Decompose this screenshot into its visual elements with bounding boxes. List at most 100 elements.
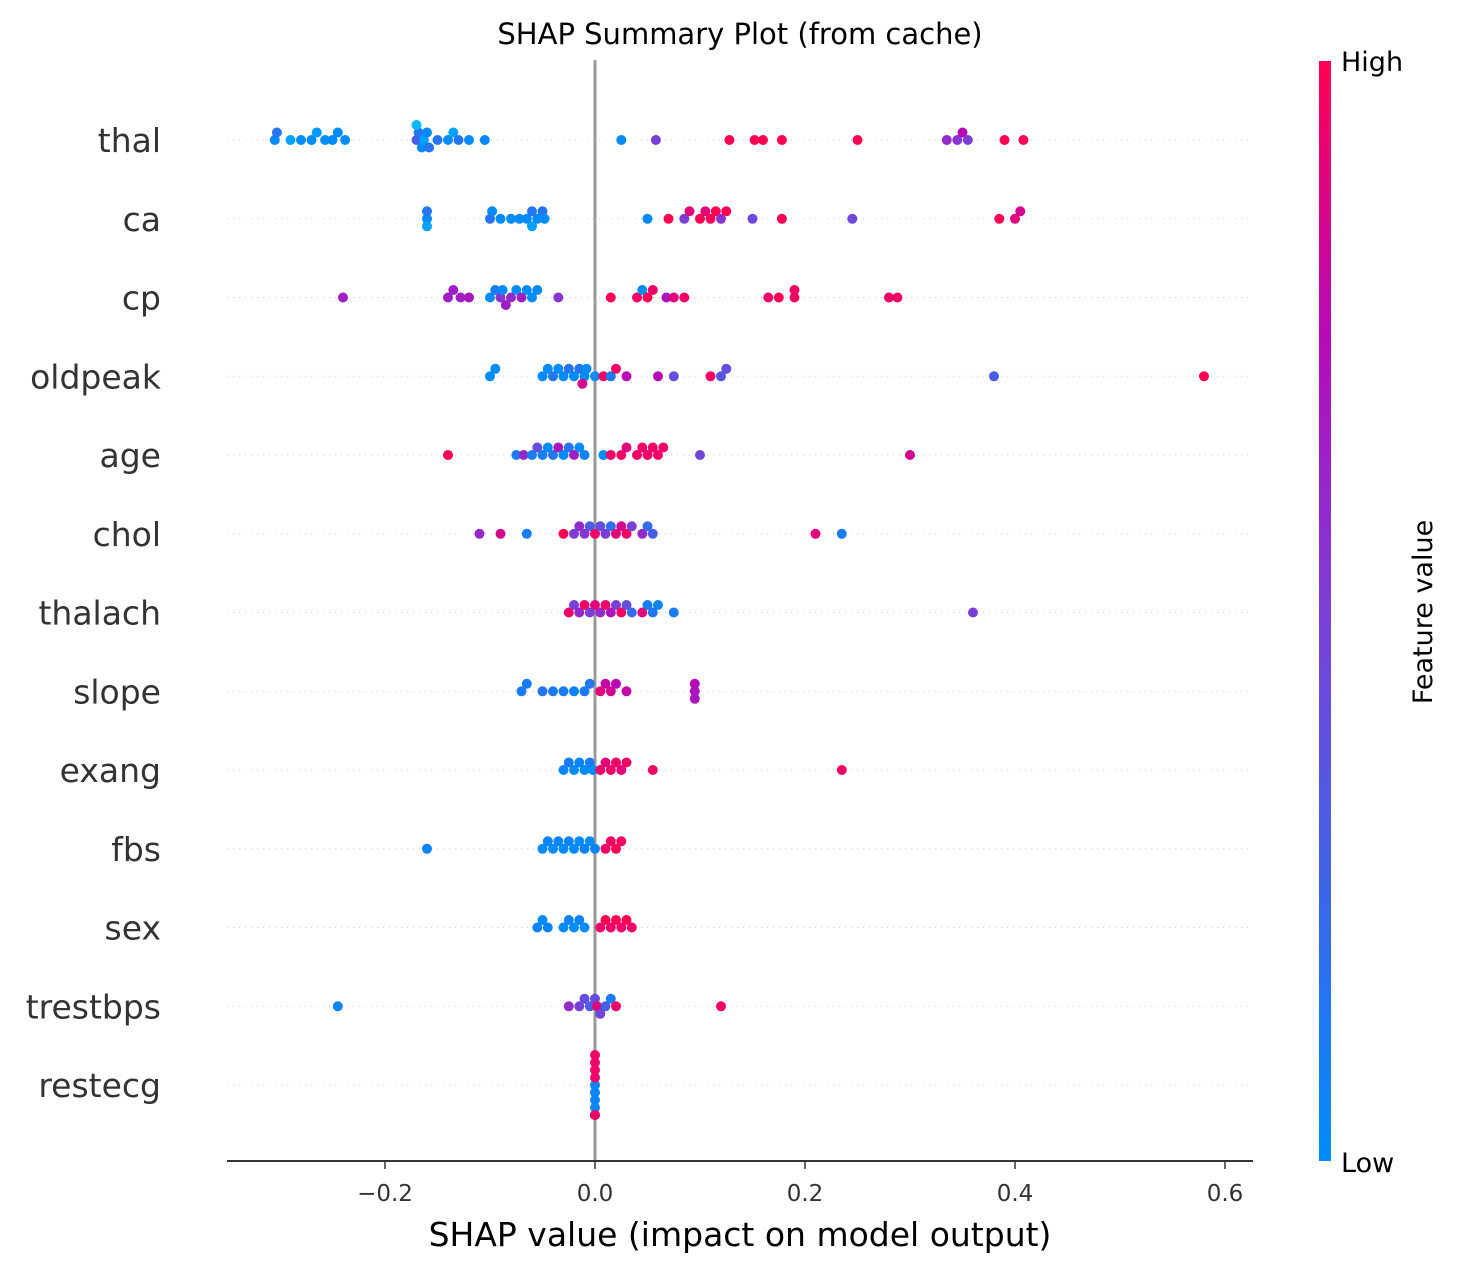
- shap-point-age: [579, 450, 590, 460]
- shap-point-oldpeak: [1199, 371, 1209, 382]
- shap-point-thal: [749, 135, 760, 145]
- shap-point-oldpeak: [537, 371, 548, 382]
- shap-point-ca: [700, 206, 711, 217]
- shap-point-oldpeak: [716, 371, 726, 382]
- shap-point-fbs: [569, 843, 579, 854]
- shap-point-sex: [621, 915, 632, 925]
- shap-point-ca: [487, 206, 498, 217]
- shap-point-cp: [553, 292, 564, 303]
- shap-point-restecg: [590, 1095, 600, 1105]
- shap-point-ca: [422, 213, 432, 224]
- shap-point-exang: [616, 765, 627, 775]
- shap-point-thal: [1018, 135, 1029, 145]
- shap-point-ca: [506, 213, 516, 224]
- shap-point-cp: [884, 292, 894, 303]
- shap-point-thalach: [668, 607, 679, 618]
- shap-point-trestbps: [600, 1001, 611, 1012]
- shap-point-exang: [587, 765, 598, 775]
- shap-point-cp: [892, 292, 903, 303]
- feature-label-oldpeak: oldpeak: [30, 357, 162, 396]
- shap-point-thal: [479, 135, 490, 145]
- shap-point-sex: [605, 922, 616, 933]
- shap-point-chol: [474, 528, 485, 539]
- x-tick-label: 0.0: [577, 1181, 614, 1207]
- shap-point-cp: [490, 285, 501, 295]
- shap-point-age: [598, 450, 609, 460]
- shap-point-age: [511, 450, 522, 460]
- shap-point-fbs: [537, 843, 548, 854]
- x-axis-label: SHAP value (impact on model output): [429, 1215, 1052, 1254]
- shap-point-cp: [632, 292, 642, 303]
- shap-point-sex: [579, 922, 590, 933]
- shap-point-cp: [773, 292, 784, 303]
- shap-point-fbs: [548, 843, 558, 854]
- shap-point-slope: [521, 678, 532, 689]
- shap-point-age: [527, 450, 537, 460]
- shap-point-slope: [584, 678, 595, 689]
- shap-point-chol: [611, 528, 621, 539]
- shap-point-exang: [611, 757, 621, 768]
- shap-point-age: [621, 442, 632, 453]
- shap-point-thal: [448, 127, 459, 138]
- shap-point-restecg: [590, 1050, 600, 1060]
- shap-point-thalach: [584, 607, 595, 618]
- shap-point-chol: [574, 521, 585, 532]
- shap-point-thalach: [616, 607, 627, 618]
- shap-point-fbs: [605, 836, 616, 847]
- shap-point-cp: [338, 292, 348, 303]
- shap-point-chol: [584, 521, 595, 532]
- shap-point-cp: [516, 292, 527, 303]
- shap-point-ca: [747, 213, 758, 224]
- shap-point-oldpeak: [989, 371, 999, 382]
- shap-point-thal: [320, 135, 331, 145]
- feature-label-cp: cp: [122, 279, 161, 318]
- shap-point-age: [616, 450, 627, 460]
- shap-point-fbs: [600, 843, 611, 854]
- shap-point-oldpeak: [581, 363, 592, 374]
- shap-point-slope: [579, 686, 590, 697]
- shap-point-chol: [647, 528, 658, 539]
- shap-point-oldpeak: [605, 371, 616, 382]
- shap-point-oldpeak: [548, 371, 558, 382]
- shap-point-thal: [296, 135, 306, 145]
- shap-point-thal: [285, 135, 296, 145]
- shap-point-oldpeak: [721, 363, 732, 374]
- shap-point-restecg: [590, 1080, 600, 1090]
- shap-point-cp: [789, 292, 800, 303]
- shap-point-chol: [495, 528, 506, 539]
- shap-point-cp: [605, 292, 616, 303]
- shap-point-fbs: [553, 836, 564, 847]
- shap-point-sex: [600, 915, 611, 925]
- feature-label-exang: exang: [60, 751, 161, 790]
- shap-point-ca: [847, 213, 858, 224]
- shap-point-slope: [689, 686, 700, 697]
- shap-point-thalach: [621, 600, 632, 610]
- shap-point-sex: [542, 922, 553, 933]
- shap-point-slope: [689, 693, 700, 704]
- shap-point-fbs: [574, 836, 585, 847]
- shap-point-exang: [558, 765, 569, 775]
- shap-point-age: [548, 450, 558, 460]
- shap-point-age: [605, 450, 616, 460]
- shap-point-cp: [455, 292, 466, 303]
- shap-point-thalach: [626, 607, 637, 618]
- shap-point-thal: [411, 135, 422, 145]
- feature-labels: thal ca cp oldpeak age chol thalach slope exang f…: [26, 121, 162, 1105]
- shap-point-age: [569, 450, 579, 460]
- shap-point-oldpeak: [490, 363, 501, 374]
- shap-point-thal: [413, 127, 424, 138]
- shap-point-thal: [271, 127, 282, 138]
- shap-point-thal: [464, 135, 474, 145]
- shap-point-thal: [616, 135, 627, 145]
- shap-point-age: [518, 450, 529, 460]
- shap-point-thalach: [595, 607, 606, 618]
- shap-point-cp: [661, 292, 672, 303]
- shap-point-cp: [495, 292, 506, 303]
- shap-point-thal: [758, 135, 768, 145]
- shap-point-oldpeak: [611, 363, 621, 374]
- shap-point-ca: [705, 213, 716, 224]
- shap-point-fbs: [584, 836, 595, 847]
- shap-point-ca: [537, 206, 548, 217]
- shap-point-cp: [532, 285, 543, 295]
- shap-point-slope: [600, 678, 611, 689]
